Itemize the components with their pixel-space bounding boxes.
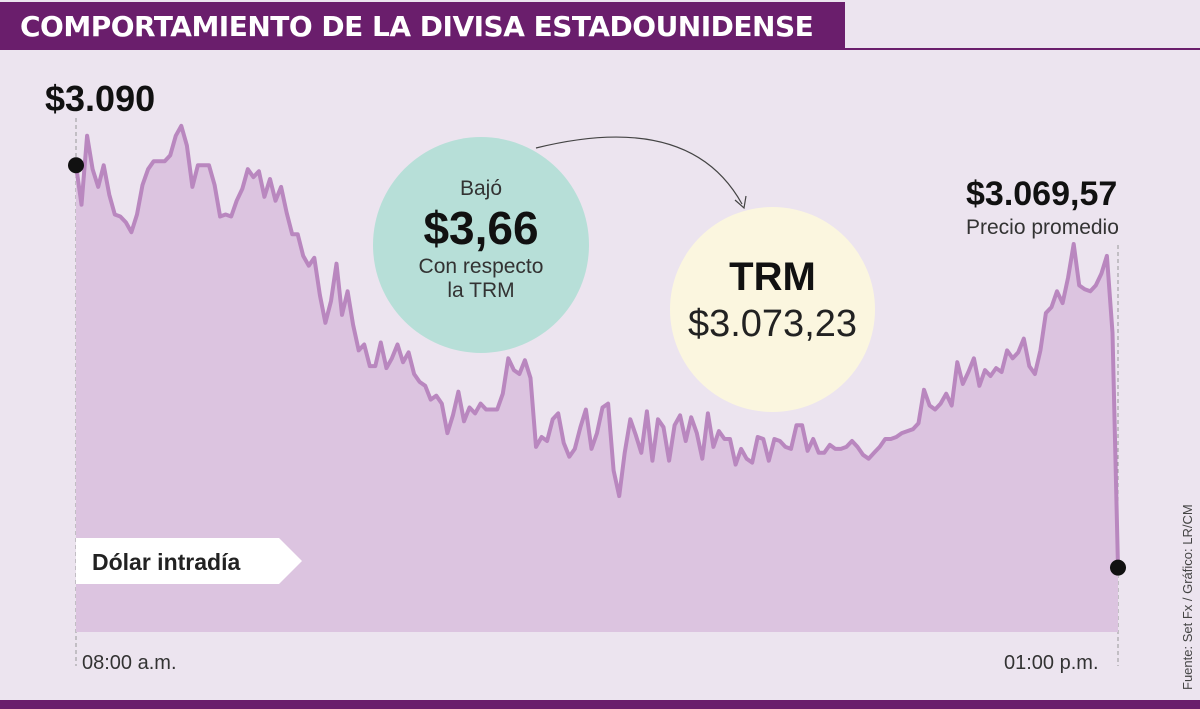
drop-label: Bajó xyxy=(459,177,503,200)
arrow-head xyxy=(734,195,747,210)
end-point-marker xyxy=(1110,559,1126,576)
title-bar: COMPORTAMIENTO DE LA DIVISA ESTADOUNIDEN… xyxy=(0,2,845,48)
drop-note-line1: Con respecto xyxy=(418,255,544,278)
bottom-rule xyxy=(0,700,1200,709)
drop-value: $3,66 xyxy=(423,202,539,254)
chart-title: COMPORTAMIENTO DE LA DIVISA ESTADOUNIDEN… xyxy=(20,10,814,43)
end-value-label: $3.069,57 xyxy=(966,175,1118,213)
price-line xyxy=(74,123,1120,568)
title-rule xyxy=(0,48,1200,50)
start-point-marker xyxy=(68,157,84,174)
trm-value: $3.073,23 xyxy=(687,303,858,345)
header: COMPORTAMIENTO DE LA DIVISA ESTADOUNIDEN… xyxy=(0,0,1200,50)
trm-label: TRM xyxy=(729,255,816,299)
source-credit: Fuente: Set Fx / Gráfico: LR/CM xyxy=(1180,504,1195,690)
x-axis-end-label: 01:00 p.m. xyxy=(1004,652,1099,674)
trm-callout: TRM $3.073,23 xyxy=(670,207,875,412)
series-tag-label: Dólar intradía xyxy=(92,549,241,575)
series-tag: Dólar intradía xyxy=(76,538,302,584)
arrow-drop-to-trm xyxy=(535,136,743,205)
drop-callout: Bajó $3,66 Con respecto la TRM xyxy=(373,137,589,353)
drop-note-line2: la TRM xyxy=(447,279,515,302)
x-axis-start-label: 08:00 a.m. xyxy=(82,652,177,674)
series-tag-shape xyxy=(76,538,302,584)
end-value-caption: Precio promedio xyxy=(966,216,1119,239)
start-value-label: $3.090 xyxy=(45,78,156,119)
price-area xyxy=(76,125,1118,633)
